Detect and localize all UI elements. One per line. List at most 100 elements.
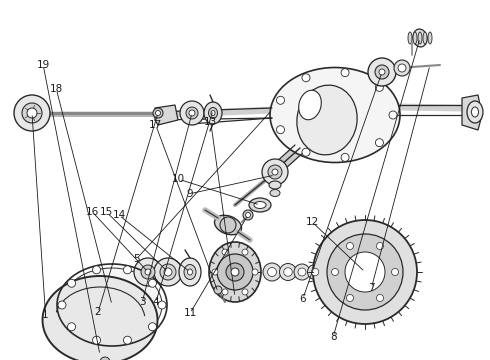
Circle shape: [298, 268, 306, 276]
Circle shape: [368, 58, 396, 86]
Ellipse shape: [184, 265, 196, 279]
Circle shape: [180, 101, 204, 125]
Text: 18: 18: [49, 84, 63, 94]
Circle shape: [212, 269, 218, 275]
Ellipse shape: [270, 189, 280, 197]
Circle shape: [222, 249, 228, 255]
Text: 11: 11: [183, 308, 197, 318]
Circle shape: [262, 159, 288, 185]
Circle shape: [160, 264, 176, 280]
Circle shape: [376, 243, 384, 249]
Circle shape: [68, 323, 75, 331]
Ellipse shape: [269, 181, 281, 189]
Ellipse shape: [211, 111, 215, 116]
Circle shape: [389, 111, 397, 119]
Ellipse shape: [297, 85, 357, 155]
Circle shape: [231, 268, 239, 276]
Ellipse shape: [179, 258, 201, 286]
Circle shape: [148, 279, 156, 287]
Circle shape: [189, 110, 195, 116]
Circle shape: [164, 268, 172, 276]
Ellipse shape: [215, 215, 242, 235]
Circle shape: [279, 264, 296, 280]
Text: 13: 13: [204, 117, 218, 127]
Circle shape: [308, 265, 322, 279]
Polygon shape: [155, 105, 178, 125]
Circle shape: [14, 95, 50, 131]
Circle shape: [148, 323, 156, 331]
Ellipse shape: [413, 29, 427, 47]
Circle shape: [263, 263, 281, 281]
Text: 1: 1: [42, 310, 49, 320]
Circle shape: [276, 126, 285, 134]
Circle shape: [93, 266, 100, 274]
Circle shape: [100, 357, 110, 360]
Text: 10: 10: [172, 174, 185, 184]
Ellipse shape: [413, 32, 417, 44]
Ellipse shape: [62, 268, 162, 342]
Circle shape: [153, 108, 163, 118]
Text: 2: 2: [95, 307, 101, 318]
Text: 8: 8: [330, 332, 337, 342]
Circle shape: [243, 210, 253, 220]
Circle shape: [245, 212, 250, 217]
Circle shape: [272, 169, 278, 175]
Circle shape: [268, 267, 276, 276]
Text: 17: 17: [149, 120, 163, 130]
Circle shape: [220, 217, 236, 233]
Ellipse shape: [249, 198, 271, 212]
Circle shape: [214, 286, 222, 294]
Circle shape: [375, 65, 389, 79]
Circle shape: [93, 336, 100, 344]
Circle shape: [341, 69, 349, 77]
Ellipse shape: [418, 32, 422, 44]
Circle shape: [155, 111, 161, 116]
Circle shape: [252, 269, 258, 275]
Circle shape: [302, 74, 310, 82]
Circle shape: [398, 64, 406, 72]
Circle shape: [276, 96, 285, 104]
Circle shape: [145, 269, 151, 275]
Circle shape: [394, 60, 410, 76]
Circle shape: [284, 268, 292, 276]
Ellipse shape: [408, 32, 412, 44]
Text: 6: 6: [299, 294, 306, 304]
Text: 9: 9: [187, 189, 194, 199]
Circle shape: [376, 294, 384, 301]
Circle shape: [341, 153, 349, 161]
Circle shape: [134, 258, 162, 286]
Ellipse shape: [299, 90, 321, 120]
Circle shape: [379, 69, 385, 75]
Ellipse shape: [467, 101, 483, 123]
Circle shape: [217, 254, 253, 290]
Text: 5: 5: [133, 254, 140, 264]
Ellipse shape: [209, 108, 218, 118]
Circle shape: [158, 301, 166, 309]
Text: 19: 19: [36, 60, 50, 70]
Ellipse shape: [204, 102, 222, 124]
Circle shape: [68, 279, 75, 287]
Circle shape: [27, 108, 37, 118]
Ellipse shape: [270, 68, 400, 162]
Circle shape: [311, 268, 319, 276]
Circle shape: [141, 265, 155, 279]
Circle shape: [313, 220, 417, 324]
Circle shape: [226, 263, 244, 281]
Circle shape: [294, 264, 310, 280]
Circle shape: [346, 243, 353, 249]
Ellipse shape: [254, 202, 266, 208]
Ellipse shape: [209, 242, 261, 302]
Circle shape: [346, 294, 353, 301]
Circle shape: [123, 336, 131, 344]
Circle shape: [327, 234, 403, 310]
Ellipse shape: [43, 276, 157, 360]
Circle shape: [154, 258, 182, 286]
Circle shape: [302, 148, 310, 156]
Circle shape: [375, 139, 384, 147]
Text: 12: 12: [306, 217, 319, 228]
Circle shape: [392, 269, 398, 275]
Ellipse shape: [423, 32, 427, 44]
Circle shape: [332, 269, 339, 275]
Circle shape: [345, 252, 385, 292]
Polygon shape: [462, 95, 482, 130]
